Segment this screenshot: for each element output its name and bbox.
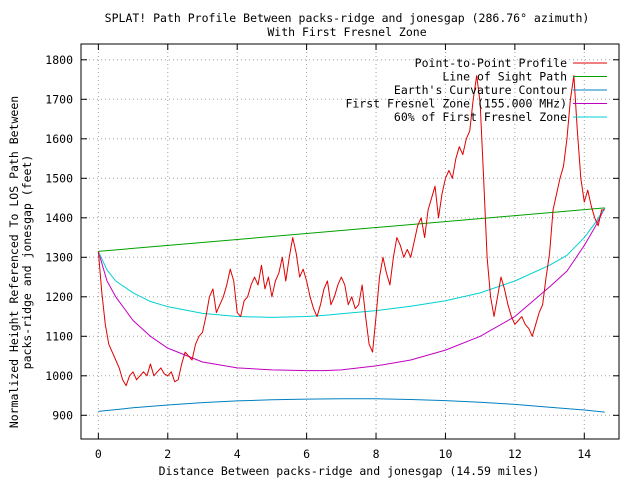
x-tick-label: 14 xyxy=(577,447,591,461)
y-axis-label-line2: packs-ridge and jonesgap (feet) xyxy=(20,155,34,370)
y-tick-label: 1500 xyxy=(45,171,73,185)
y-tick-label: 1300 xyxy=(45,250,73,264)
series-line-point-to-point-profile xyxy=(97,75,605,387)
y-tick-label: 1700 xyxy=(45,92,73,106)
x-tick-label: 8 xyxy=(373,447,380,461)
y-tick-label: 1100 xyxy=(45,329,73,343)
series-line-60-of-first-fresnel-zone xyxy=(97,207,606,318)
x-tick-label: 2 xyxy=(164,447,171,461)
x-tick-label: 4 xyxy=(234,447,241,461)
plot-frame xyxy=(80,43,620,440)
y-tick-label: 1600 xyxy=(45,132,73,146)
y-tick-label: 900 xyxy=(52,408,73,422)
series-line-first-fresnel-zone-155-000-mhz xyxy=(97,207,606,372)
x-tick-label: 0 xyxy=(95,447,102,461)
legend-label: 60% of First Fresnel Zone xyxy=(394,110,567,124)
x-tick-label: 12 xyxy=(508,447,522,461)
series-layer xyxy=(97,75,606,413)
y-tick-label: 1000 xyxy=(45,369,73,383)
x-axis-label: Distance Between packs-ridge and jonesga… xyxy=(159,464,540,478)
chart-title: SPLAT! Path Profile Between packs-ridge … xyxy=(105,11,590,25)
chart-subtitle: With First Fresnel Zone xyxy=(267,25,426,39)
legend-label: Line of Sight Path xyxy=(442,70,567,84)
x-tick-label: 10 xyxy=(439,447,453,461)
series-line-line-of-sight-path xyxy=(98,207,605,252)
grid-lines xyxy=(81,44,619,439)
legend-label: First Fresnel Zone (155.000 MHz) xyxy=(345,97,567,111)
x-tick-label: 6 xyxy=(303,447,310,461)
legend-label: Earth's Curvature Contour xyxy=(394,83,567,97)
series-line-earth-s-curvature-contour xyxy=(98,398,605,413)
legend-label: Point-to-Point Profile xyxy=(415,56,567,70)
y-tick-label: 1800 xyxy=(45,53,73,67)
y-axis-label-line1: Normalized Height Referenced To LOS Path… xyxy=(7,96,21,428)
axis-ticks: 900 1000 1100 1200 1300 1400 1500 1600 1700 1800 0… xyxy=(45,44,619,461)
y-tick-label: 1400 xyxy=(45,211,73,225)
y-tick-label: 1200 xyxy=(45,290,73,304)
